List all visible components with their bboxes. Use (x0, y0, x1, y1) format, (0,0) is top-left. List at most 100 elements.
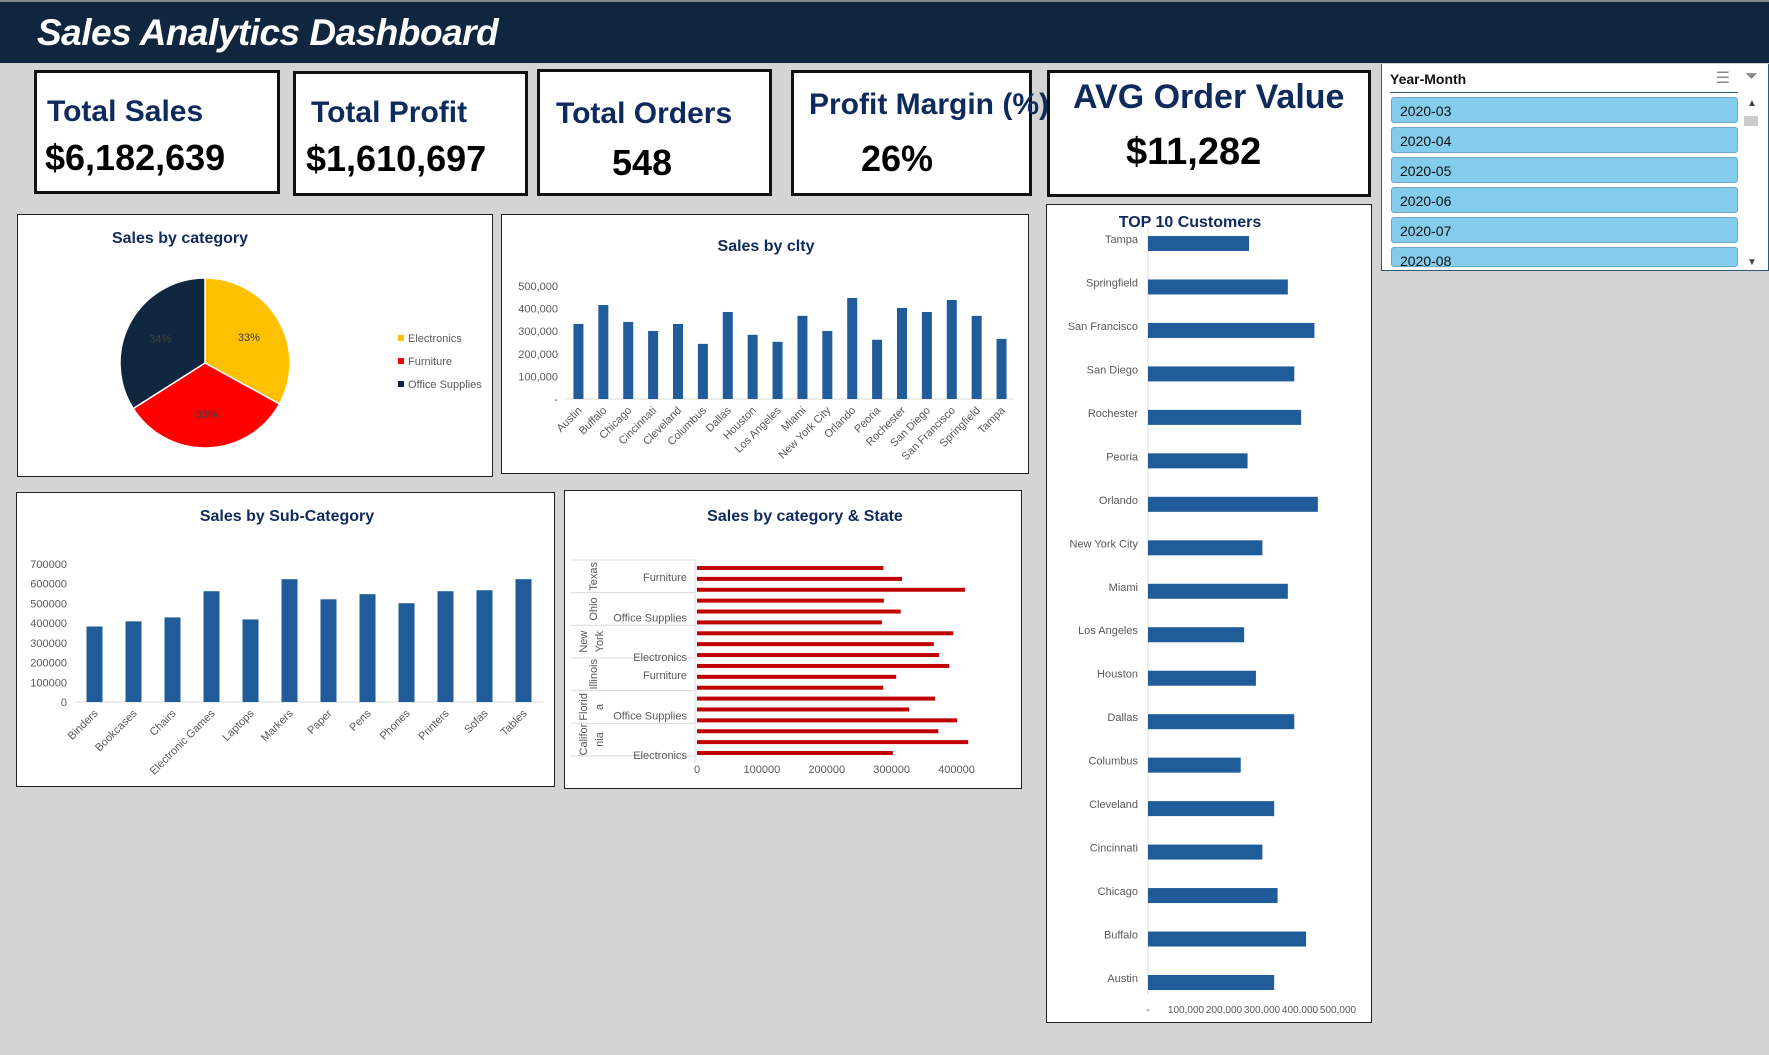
kpi-label: Total Orders (556, 97, 733, 130)
bar (697, 707, 910, 712)
bar (697, 663, 950, 668)
y-tick-label: 500000 (30, 598, 67, 610)
bar-buffalo (1148, 931, 1307, 947)
bar-tampa (996, 338, 1007, 399)
year-month-slicer[interactable]: Year-Month ☰ ⏷ 2020-03 2020-04 2020-05 2… (1381, 64, 1769, 271)
bar-los-angeles (772, 341, 783, 399)
y-tick-label: - (554, 394, 558, 406)
state-label: nia (594, 731, 606, 747)
category-tick-label: Electronics (633, 750, 687, 762)
legend-entry: Furniture (408, 356, 452, 368)
kpi-total-orders: Total Orders 548 (537, 69, 772, 196)
bar (697, 566, 884, 570)
state-label: Texas (588, 561, 600, 590)
bar (697, 609, 901, 614)
kpi-avg-order-value: AVG Order Value $11,282 (1047, 70, 1371, 197)
bar (697, 642, 934, 647)
slicer-item[interactable]: 2020-08 (1391, 247, 1738, 267)
y-tick-label: Springfield (1086, 277, 1138, 289)
bar-paper (320, 599, 337, 702)
slicer-item[interactable]: 2020-05 (1391, 157, 1738, 183)
scroll-thumb[interactable] (1744, 116, 1758, 126)
x-tick-label: 300000 (873, 764, 910, 776)
bar (697, 587, 965, 592)
kpi-total-profit: Total Profit $1,610,697 (293, 71, 528, 196)
scroll-down-icon[interactable]: ▼ (1747, 257, 1757, 268)
y-tick-label: Columbus (1088, 756, 1138, 768)
chart-title: Sales by category & State (707, 508, 903, 525)
slicer-title: Year-Month (1390, 71, 1467, 87)
bar-miami (1148, 583, 1288, 599)
y-tick-label: Austin (1107, 973, 1138, 985)
category-tick-label: Furniture (643, 670, 687, 682)
category-tick-label: Furniture (643, 572, 687, 584)
bar-chicago (623, 321, 634, 399)
x-tick-label: Pens (347, 707, 374, 734)
bar (697, 685, 884, 690)
slicer-item[interactable]: 2020-04 (1391, 127, 1738, 153)
bar-san-diego (921, 311, 932, 399)
slicer-item[interactable]: 2020-06 (1391, 187, 1738, 213)
x-tick-label: Tables (499, 707, 530, 738)
bar-cleveland (1148, 801, 1275, 817)
kpi-profit-margin: Profit Margin (%) 26% (791, 70, 1049, 196)
scroll-up-icon[interactable]: ▲ (1747, 98, 1757, 109)
bar (697, 576, 903, 581)
dashboard-title: Sales Analytics Dashboard (37, 12, 499, 53)
y-tick-label: 700000 (30, 559, 67, 571)
slicer-item[interactable]: 2020-07 (1391, 217, 1738, 243)
y-tick-label: 100000 (30, 677, 67, 689)
y-tick-label: 400000 (30, 618, 67, 630)
bar-buffalo (598, 304, 609, 399)
state-label: New (578, 631, 590, 653)
bar-orlando (847, 297, 858, 399)
category-tick-label: Electronics (633, 652, 687, 664)
multi-select-icon[interactable]: ☰ (1715, 70, 1730, 87)
bar-orlando (1148, 496, 1318, 512)
y-tick-label: Dallas (1107, 712, 1138, 724)
y-tick-label: Peoria (1106, 451, 1139, 463)
slicer-item[interactable]: 2020-03 (1391, 97, 1738, 123)
bar-rochester (1148, 409, 1302, 425)
y-tick-label: Tampa (1105, 234, 1139, 246)
clear-filter-icon[interactable]: ⏷ (1745, 68, 1758, 85)
slicer-scrollbar[interactable]: ▲ ▼ (1742, 98, 1760, 268)
x-tick-label: Phones (378, 707, 413, 742)
category-tick-label: Office Supplies (613, 710, 687, 722)
x-tick-label: Bookcases (93, 707, 140, 754)
bar-cincinnati (648, 330, 659, 399)
bar-san-francisco (946, 300, 957, 399)
x-tick-label: - (1146, 1005, 1149, 1016)
state-label: Florid (578, 693, 590, 721)
bar-austin (1148, 975, 1275, 990)
kpi-value: 548 (612, 142, 673, 183)
y-tick-label: Miami (1109, 582, 1138, 594)
bar-markers (281, 579, 298, 702)
pie-data-label: 34% (149, 333, 171, 345)
y-tick-label: San Francisco (1068, 321, 1138, 333)
x-tick-label: 400,000 (1282, 1005, 1319, 1016)
y-tick-label: Cleveland (1089, 799, 1138, 811)
x-tick-label: Electronic Games (148, 707, 218, 777)
legend-swatch (398, 381, 404, 387)
bar-bookcases (125, 621, 142, 702)
chart-title: Sales by category (112, 230, 248, 247)
kpi-value: 26% (861, 138, 934, 179)
y-tick-label: Houston (1097, 669, 1138, 681)
kpi-value: $6,182,639 (45, 137, 226, 178)
bar-san-francisco (1148, 322, 1315, 338)
sales-by-sub-category-chart: Sales by Sub-Category 0 100000 200000 300000… (16, 492, 555, 787)
y-tick-label: Rochester (1088, 408, 1138, 420)
x-tick-label: Paper (305, 707, 334, 736)
bar (697, 598, 884, 603)
top-10-customers-chart: TOP 10 Customers Tampa Springfield San Fran… (1046, 204, 1372, 1023)
bar-cleveland (673, 323, 683, 399)
bar (697, 620, 882, 625)
category-tick-label: Office Supplies (613, 613, 687, 625)
bar-tampa (1148, 236, 1250, 251)
y-tick-label: 200,000 (518, 349, 558, 361)
kpi-value: $11,282 (1126, 131, 1262, 173)
y-tick-label: Chicago (1098, 886, 1138, 898)
slicer-divider (1390, 92, 1738, 93)
x-tick-label: Markers (259, 707, 296, 744)
